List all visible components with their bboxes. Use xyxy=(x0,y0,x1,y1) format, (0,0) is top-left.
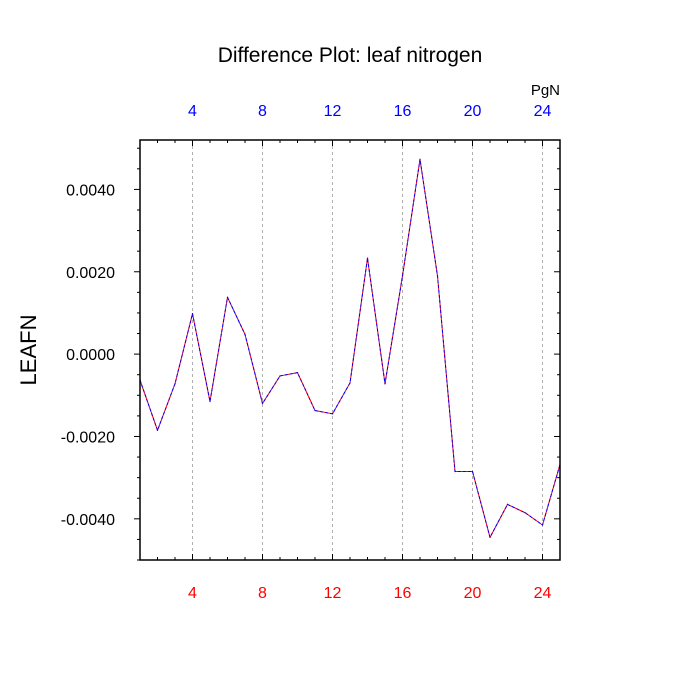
series-lines xyxy=(139,158,561,538)
data-point xyxy=(454,470,456,473)
data-point xyxy=(209,400,211,403)
y-tick-label: -0.0020 xyxy=(61,429,115,446)
y-tick-label: 0.0000 xyxy=(66,347,115,364)
data-point xyxy=(489,536,491,538)
x-tick-label-top: 8 xyxy=(258,103,267,120)
data-point xyxy=(471,470,474,473)
x-tick-label-top: 20 xyxy=(464,103,482,120)
y-tick-label: 0.0040 xyxy=(66,182,115,199)
series-line-1 xyxy=(139,158,561,538)
data-point xyxy=(296,372,299,374)
data-point xyxy=(436,275,439,277)
data-point xyxy=(384,383,386,385)
chart-title: Difference Plot: leaf nitrogen xyxy=(218,44,483,67)
data-point xyxy=(314,409,316,412)
data-point xyxy=(401,275,404,277)
x-tick-label-bottom: 4 xyxy=(188,585,197,602)
data-point xyxy=(174,383,176,385)
x-tick-label-top: 16 xyxy=(394,103,412,120)
axes: 4 4 8 8 12 12 16 16 20 20 24 24 -0.0040 -0.0020 0.0000… xyxy=(61,103,561,602)
units-label: PgN xyxy=(531,82,560,99)
x-tick-label-bottom: 20 xyxy=(464,585,482,602)
y-axis-label: LEAFN xyxy=(16,315,41,386)
x-tick-label-bottom: 24 xyxy=(534,585,552,602)
x-tick-label-top: 12 xyxy=(324,103,342,120)
data-point xyxy=(156,429,159,431)
data-point xyxy=(279,375,281,377)
y-tick-label: -0.0040 xyxy=(61,512,115,529)
data-point xyxy=(506,503,509,506)
series-line-2 xyxy=(139,158,561,538)
data-point xyxy=(349,382,351,384)
data-point xyxy=(226,296,229,298)
data-point xyxy=(191,313,194,315)
data-point xyxy=(541,524,544,526)
data-point xyxy=(244,333,246,335)
data-point xyxy=(524,512,526,514)
data-point xyxy=(331,413,334,415)
x-tick-label-bottom: 8 xyxy=(258,585,267,602)
x-tick-label-top: 4 xyxy=(188,103,197,120)
data-point xyxy=(366,257,369,259)
plot-frame xyxy=(139,139,561,561)
x-tick-label-bottom: 12 xyxy=(324,585,342,602)
x-tick-label-bottom: 16 xyxy=(394,585,412,602)
y-tick-label: 0.0020 xyxy=(66,265,115,282)
grid-lines xyxy=(192,140,543,560)
data-point xyxy=(261,402,264,405)
data-point xyxy=(419,158,421,160)
x-tick-label-top: 24 xyxy=(534,103,552,120)
